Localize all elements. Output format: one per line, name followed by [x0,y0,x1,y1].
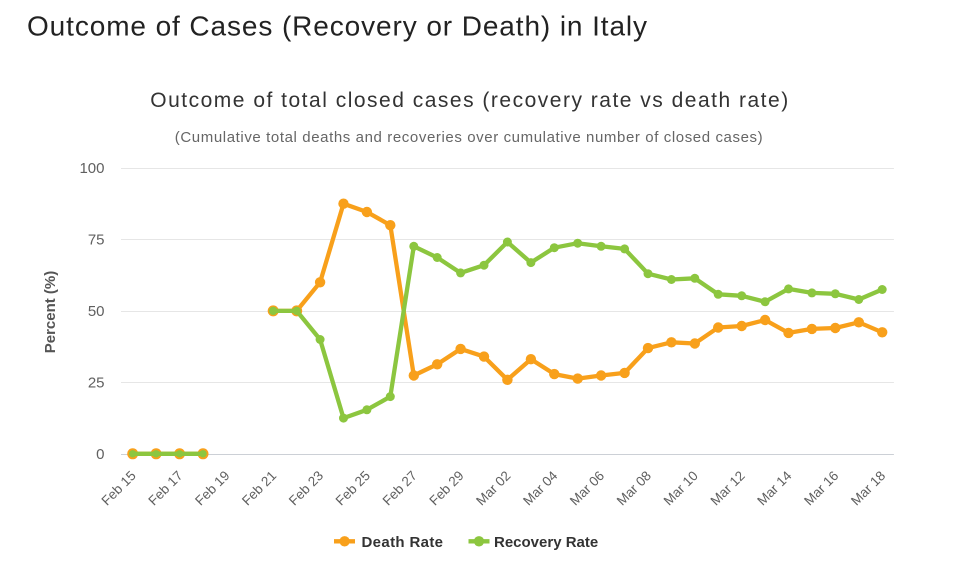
svg-text:Recovery Rate: Recovery Rate [494,534,598,551]
svg-text:Outcome of Cases (Recovery or: Outcome of Cases (Recovery or Death) in … [27,11,648,42]
svg-text:100: 100 [79,160,104,177]
svg-text:0: 0 [96,446,104,463]
svg-text:(Cumulative total deaths and r: (Cumulative total deaths and recoveries … [175,129,764,146]
svg-text:50: 50 [88,303,105,320]
svg-text:Outcome of total closed cases: Outcome of total closed cases (recovery … [150,89,789,112]
svg-text:Death Rate: Death Rate [362,534,444,551]
svg-text:75: 75 [88,232,105,249]
svg-text:25: 25 [88,375,105,392]
svg-text:Percent (%): Percent (%) [42,271,59,354]
